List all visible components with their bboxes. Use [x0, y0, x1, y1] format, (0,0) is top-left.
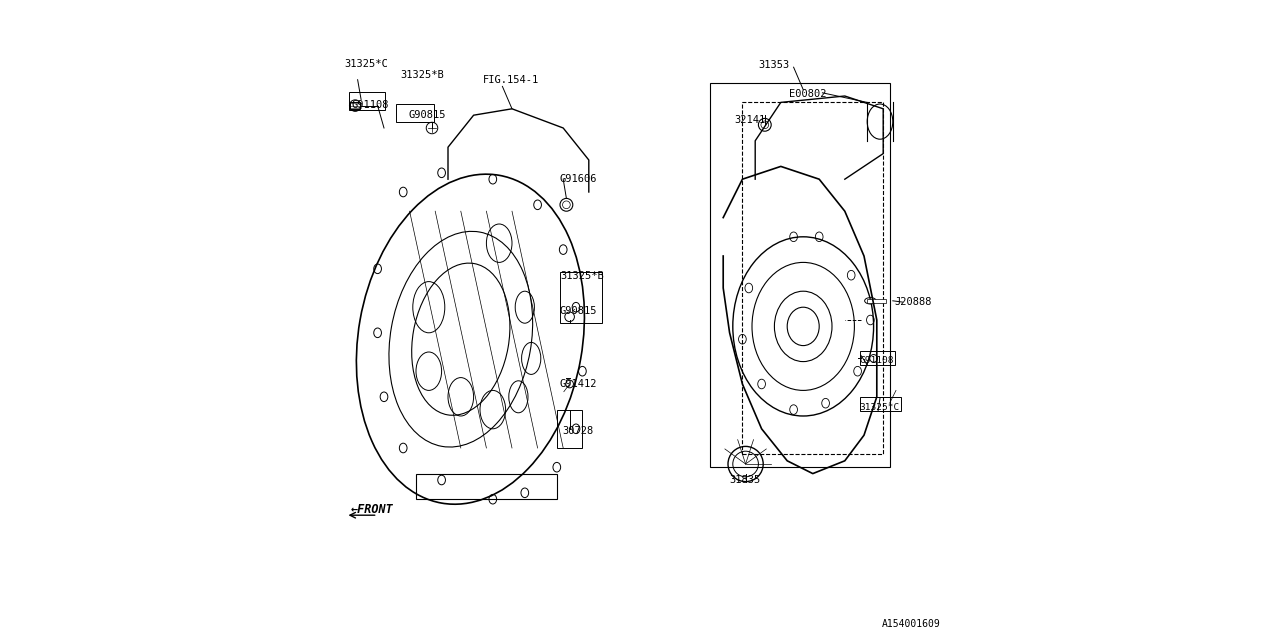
- Text: 30728: 30728: [562, 426, 593, 436]
- Text: G90815: G90815: [561, 306, 598, 316]
- Text: 31325*C: 31325*C: [344, 60, 388, 69]
- Bar: [396, 104, 434, 122]
- Text: 31353: 31353: [759, 61, 790, 70]
- Text: 31835: 31835: [730, 475, 760, 485]
- Bar: [710, 83, 890, 467]
- Text: A154001609: A154001609: [882, 620, 941, 629]
- Bar: [348, 92, 384, 110]
- Bar: [351, 102, 361, 109]
- Text: E00802: E00802: [788, 90, 827, 99]
- Text: ←FRONT: ←FRONT: [351, 503, 393, 516]
- Text: FIG.154-1: FIG.154-1: [484, 76, 539, 85]
- Text: G91108: G91108: [860, 356, 893, 365]
- Text: G90815: G90815: [408, 111, 445, 120]
- Bar: [742, 102, 883, 454]
- Bar: [860, 351, 895, 365]
- Text: G91108: G91108: [352, 100, 389, 109]
- Text: 31325*B: 31325*B: [561, 271, 604, 281]
- Bar: [557, 410, 582, 448]
- Text: 31325*B: 31325*B: [399, 70, 444, 80]
- Bar: [860, 397, 901, 411]
- Text: J20888: J20888: [895, 297, 932, 307]
- Bar: [868, 299, 887, 303]
- Text: 31325*C: 31325*C: [860, 403, 900, 412]
- Bar: [561, 272, 602, 323]
- Text: 32141: 32141: [735, 115, 765, 125]
- Text: G91606: G91606: [561, 175, 598, 184]
- Bar: [416, 474, 557, 499]
- Text: G91412: G91412: [561, 379, 598, 389]
